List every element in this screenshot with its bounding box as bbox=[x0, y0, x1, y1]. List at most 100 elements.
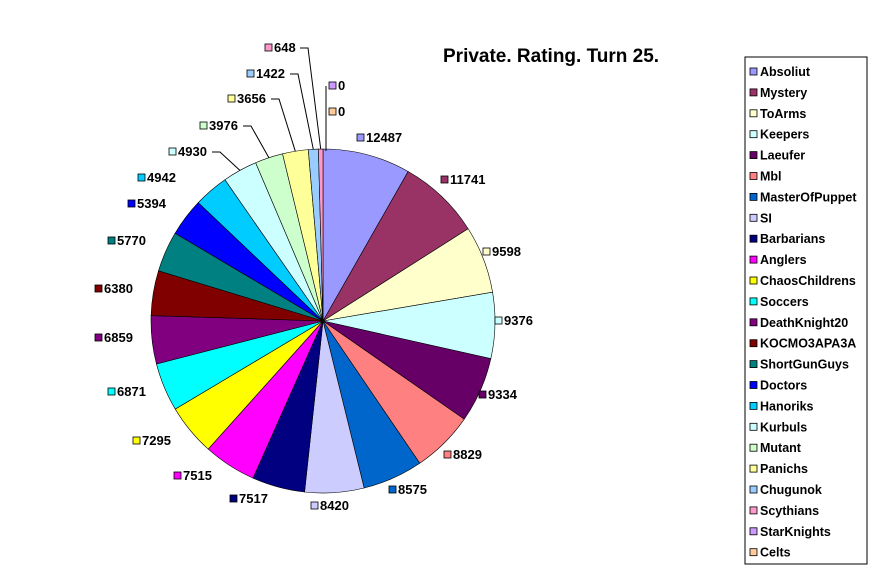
legend-item-shortgunguys: ShortGunGuys bbox=[749, 358, 849, 372]
leader-line bbox=[290, 73, 314, 150]
data-label-value: 7295 bbox=[142, 433, 171, 448]
data-label-hanoriks: 4942 bbox=[137, 170, 176, 185]
data-label-value: 5770 bbox=[117, 233, 146, 248]
data-label-swatch bbox=[328, 81, 337, 90]
data-label-value: 8575 bbox=[398, 482, 427, 497]
legend-item-starknights: StarKnights bbox=[749, 525, 831, 539]
legend-item-mystery: Mystery bbox=[749, 86, 807, 100]
legend-swatch bbox=[749, 339, 758, 348]
data-label-si: 8420 bbox=[310, 498, 349, 513]
legend-label: ChaosChildrens bbox=[760, 274, 856, 288]
data-label-value: 1422 bbox=[256, 66, 285, 81]
legend-label: Soccers bbox=[760, 295, 809, 309]
data-label-swatch bbox=[310, 501, 319, 510]
legend-item-scythians: Scythians bbox=[749, 504, 819, 518]
data-label-swatch bbox=[127, 199, 136, 208]
data-label-value: 9598 bbox=[492, 244, 521, 259]
legend-label: Mbl bbox=[760, 170, 782, 184]
data-label-swatch bbox=[494, 316, 503, 325]
data-label-swatch bbox=[443, 450, 452, 459]
data-label-masterofpuppet: 8575 bbox=[388, 482, 427, 497]
legend-swatch bbox=[749, 506, 758, 515]
legend-swatch bbox=[749, 234, 758, 243]
data-label-shortgunguys: 5770 bbox=[107, 233, 146, 248]
data-label-value: 6871 bbox=[117, 384, 146, 399]
slice-absoliut bbox=[322, 148, 409, 323]
legend-label: Hanoriks bbox=[760, 399, 814, 413]
data-label-mbl: 8829 bbox=[443, 447, 482, 462]
legend-item-deathknight20: DeathKnight20 bbox=[749, 316, 848, 330]
legend-swatch bbox=[749, 213, 758, 222]
data-label-swatch bbox=[107, 387, 116, 396]
legend-item-mbl: Mbl bbox=[749, 170, 782, 184]
data-label-swatch bbox=[388, 485, 397, 494]
data-label-swatch bbox=[482, 247, 491, 256]
data-label-mystery: 11741 bbox=[440, 172, 485, 187]
data-label-value: 648 bbox=[274, 40, 296, 55]
legend-swatch bbox=[749, 192, 758, 201]
legend-label: Scythians bbox=[760, 504, 819, 518]
pie-slices bbox=[150, 148, 496, 494]
chart-title: Private. Rating. Turn 25. bbox=[443, 46, 659, 67]
legend-item-barbarians: Barbarians bbox=[749, 232, 825, 246]
data-label-swatch bbox=[264, 43, 273, 52]
data-label-swatch bbox=[440, 175, 449, 184]
data-label-value: 6859 bbox=[104, 330, 133, 345]
legend-label: DeathKnight20 bbox=[760, 316, 848, 330]
legend-swatch bbox=[749, 548, 758, 557]
legend-label: ToArms bbox=[760, 107, 806, 121]
slice-scythians bbox=[318, 148, 324, 322]
leader-line bbox=[243, 125, 270, 158]
legend-swatch bbox=[749, 67, 758, 76]
legend-item-keepers: Keepers bbox=[749, 128, 809, 142]
data-label-swatch bbox=[478, 390, 487, 399]
pie-data-labels: 12487 11741 9598 9376 9334 8829 8575 8420 7517 75… bbox=[94, 40, 533, 513]
legend-label: Mutant bbox=[760, 441, 802, 455]
legend-swatch bbox=[749, 109, 758, 118]
data-label-kurbuls: 4930 bbox=[168, 144, 241, 171]
data-label-swatch bbox=[227, 94, 236, 103]
legend-label: Kurbuls bbox=[760, 420, 807, 434]
data-label-value: 9376 bbox=[504, 313, 533, 328]
legend-label: Mystery bbox=[760, 86, 807, 100]
data-label-swatch bbox=[137, 173, 146, 182]
data-label-swatch bbox=[328, 107, 337, 116]
data-label-value: 7515 bbox=[183, 468, 212, 483]
data-label-panichs: 3656 bbox=[227, 91, 296, 152]
legend-label: Celts bbox=[760, 546, 791, 560]
data-label-swatch bbox=[94, 333, 103, 342]
data-label-value: 12487 bbox=[366, 130, 402, 145]
legend-swatch bbox=[749, 88, 758, 97]
data-label-swatch bbox=[173, 471, 182, 480]
legend-item-chugunok: Chugunok bbox=[749, 483, 822, 497]
data-label-anglers: 7515 bbox=[173, 468, 212, 483]
data-label-swatch bbox=[132, 436, 141, 445]
legend-label: StarKnights bbox=[760, 525, 831, 539]
legend-swatch bbox=[749, 485, 758, 494]
legend-swatch bbox=[749, 255, 758, 264]
legend-swatch bbox=[749, 381, 758, 389]
data-label-chugunok: 1422 bbox=[246, 66, 314, 150]
data-label-value: 9334 bbox=[488, 387, 518, 402]
data-label-keepers: 9376 bbox=[494, 313, 533, 328]
legend-label: KOCMO3APA3A bbox=[760, 337, 856, 351]
legend-swatch bbox=[749, 443, 758, 452]
legend-item-doctors: Doctors bbox=[749, 379, 807, 393]
data-label-value: 0 bbox=[338, 104, 345, 119]
legend-label: ShortGunGuys bbox=[760, 358, 849, 372]
legend-swatch bbox=[749, 297, 758, 306]
data-label-mutant: 3976 bbox=[199, 118, 270, 158]
data-label-swatch bbox=[94, 284, 103, 293]
leader-line bbox=[271, 98, 296, 152]
legend-item-laeufer: Laeufer bbox=[749, 149, 805, 163]
legend: Absoliut Mystery ToArms Keepers Laeufer Mbl Ma… bbox=[744, 56, 868, 565]
data-label-value: 6380 bbox=[104, 281, 133, 296]
legend-item-mutant: Mutant bbox=[749, 441, 802, 455]
data-label-value: 5394 bbox=[137, 196, 167, 211]
legend-item-hanoriks: Hanoriks bbox=[749, 399, 814, 413]
data-label-absoliut: 12487 bbox=[356, 130, 402, 145]
data-label-barbarians: 7517 bbox=[229, 491, 268, 506]
legend-item-toarms: ToArms bbox=[749, 107, 806, 121]
legend-item-celts: Celts bbox=[749, 546, 791, 560]
